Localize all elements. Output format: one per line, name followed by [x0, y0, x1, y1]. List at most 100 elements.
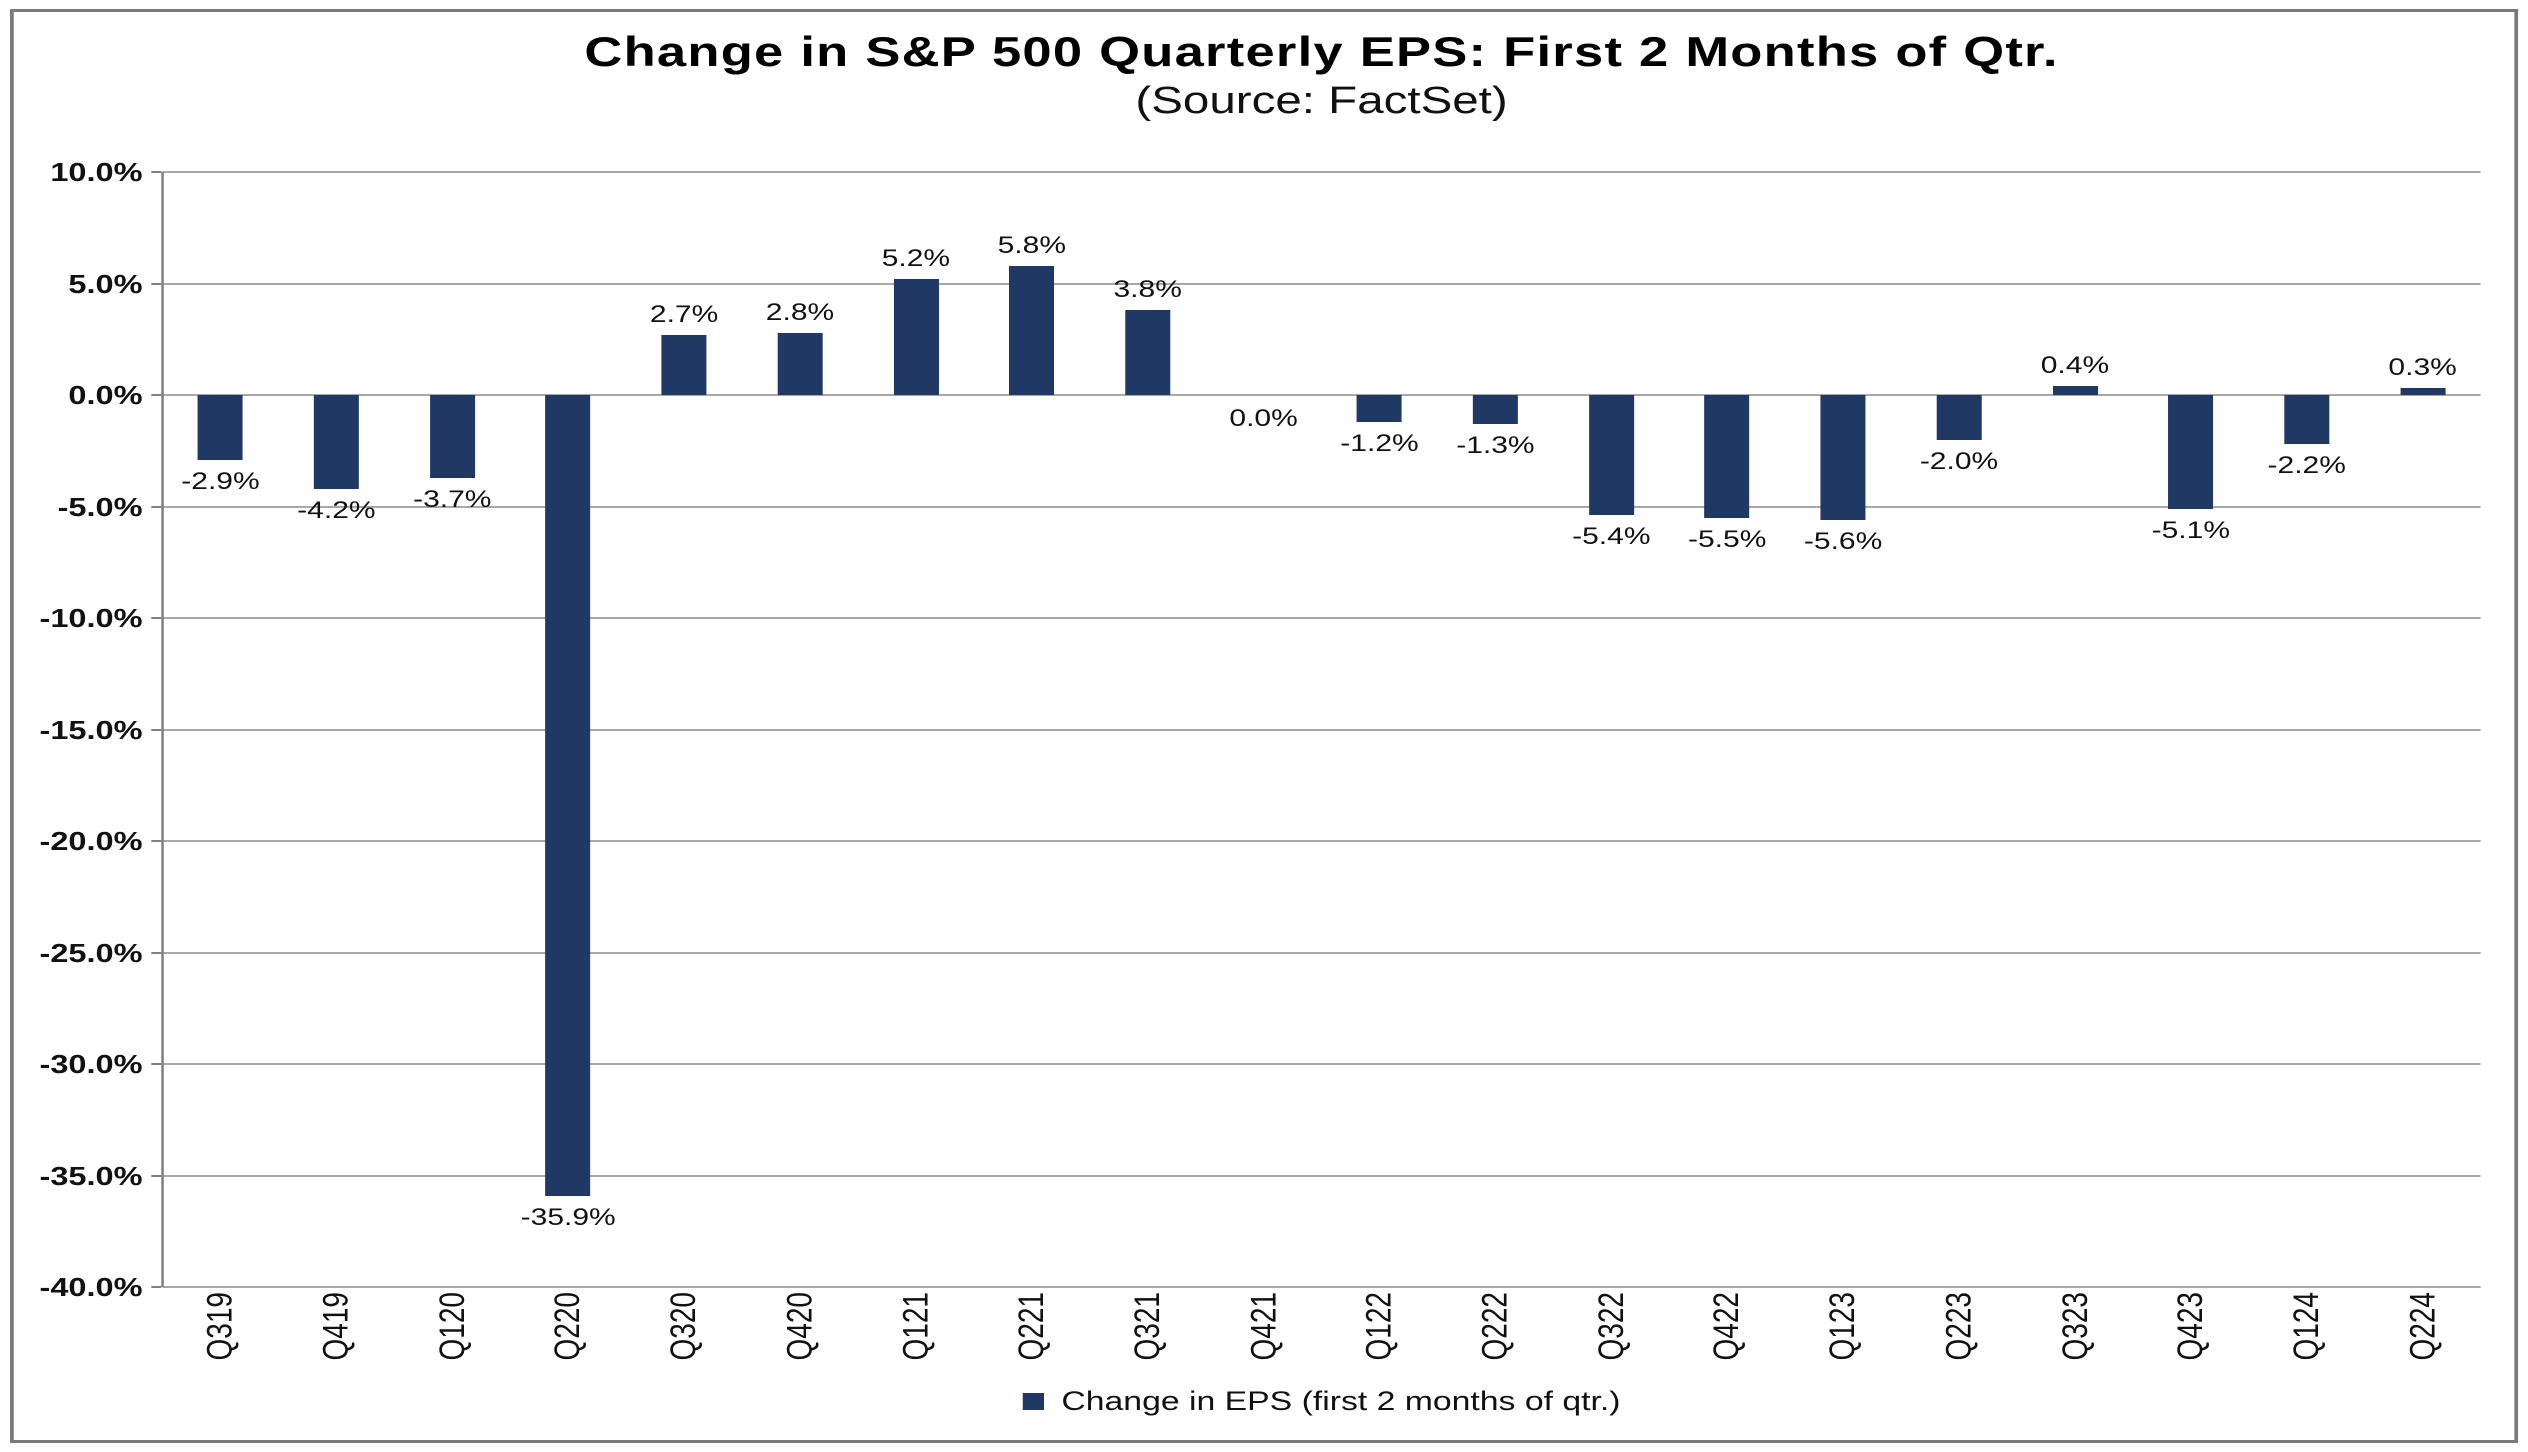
bar: [893, 279, 939, 395]
x-tick-label: Q422: [1707, 1292, 1746, 1361]
data-label: -3.7%: [413, 485, 492, 513]
data-label: -2.0%: [1919, 447, 1999, 475]
y-tick-label: -40.0%: [39, 1272, 143, 1302]
x-tick-label: Q320: [664, 1292, 703, 1361]
gridline: [162, 282, 2481, 285]
chart-subtitle: (Source: FactSet): [1135, 80, 1508, 122]
bar: [1820, 395, 1866, 520]
y-axis-tick: [151, 171, 162, 173]
y-axis-tick: [151, 840, 162, 842]
bar: [1704, 395, 1750, 518]
x-tick-label: Q323: [2054, 1292, 2094, 1361]
legend-label: Change in EPS (first 2 months of qtr.): [1061, 1386, 1621, 1416]
x-tick-label: Q224: [2402, 1292, 2442, 1361]
bar: [1588, 395, 1634, 516]
bar: [661, 334, 707, 395]
y-tick-label: -20.0%: [39, 826, 143, 856]
data-label: 0.4%: [2040, 352, 2110, 380]
gridline: [162, 1174, 2481, 1177]
x-tick-label: Q223: [1939, 1292, 1978, 1361]
bar: [1357, 395, 1403, 422]
data-label: 2.8%: [765, 298, 835, 326]
gridline: [162, 171, 2481, 173]
x-tick-label: Q420: [779, 1292, 819, 1361]
y-axis-tick: [151, 1286, 162, 1288]
gridline: [162, 505, 2481, 508]
y-tick-label: -15.0%: [39, 714, 143, 745]
data-label: -5.5%: [1688, 525, 1767, 553]
bar: [429, 395, 475, 478]
y-axis-tick: [151, 728, 162, 731]
x-tick-label: Q319: [200, 1292, 240, 1361]
data-label: -5.1%: [2151, 516, 2231, 544]
y-tick-label: 0.0%: [68, 380, 143, 410]
y-tick-label: -35.0%: [39, 1160, 143, 1191]
gridline: [162, 728, 2481, 731]
bar: [1125, 310, 1171, 395]
y-axis-tick: [151, 1174, 162, 1177]
data-label: -35.9%: [520, 1203, 616, 1231]
gridline: [162, 840, 2481, 842]
x-tick-label: Q222: [1475, 1292, 1515, 1361]
data-label: -1.2%: [1340, 429, 1419, 457]
y-axis-tick: [151, 505, 162, 508]
y-tick-label: -30.0%: [39, 1049, 143, 1079]
x-tick-label: Q322: [1591, 1292, 1631, 1361]
bar: [197, 395, 243, 460]
data-label: -2.2%: [2267, 452, 2346, 480]
data-label: 0.0%: [1229, 405, 1298, 432]
gridline: [162, 951, 2481, 954]
y-axis-tick: [151, 617, 162, 619]
y-axis-tick: [151, 1063, 162, 1065]
y-tick-label: -5.0%: [57, 491, 143, 522]
x-tick-label: Q122: [1359, 1292, 1399, 1361]
bar: [2168, 395, 2214, 509]
bar: [2052, 386, 2098, 395]
bar: [2400, 388, 2446, 395]
y-axis-tick: [151, 951, 162, 954]
y-tick-label: 5.0%: [68, 268, 143, 299]
x-tick-label: Q120: [432, 1292, 472, 1361]
y-tick-label: -25.0%: [39, 937, 143, 968]
y-axis-line: [161, 172, 164, 1287]
bar: [1936, 395, 1982, 440]
legend-marker: [1022, 1393, 1044, 1410]
x-tick-label: Q124: [2286, 1292, 2326, 1361]
data-label: -5.6%: [1803, 527, 1883, 555]
x-tick-label: Q121: [895, 1292, 935, 1361]
y-tick-label: -10.0%: [39, 603, 143, 633]
bar: [777, 332, 823, 395]
y-axis-tick: [151, 282, 162, 285]
data-label: -4.2%: [297, 496, 376, 524]
x-tick-label: Q421: [1243, 1292, 1283, 1361]
data-label: 2.7%: [649, 300, 719, 328]
bar: [545, 395, 591, 1196]
gridline: [162, 617, 2481, 619]
data-label: 0.3%: [2388, 354, 2457, 382]
data-label: -2.9%: [181, 467, 260, 495]
data-label: 3.8%: [1113, 276, 1182, 304]
gridline: [162, 394, 2481, 396]
x-tick-label: Q123: [1823, 1292, 1862, 1361]
chart-title: Change in S&P 500 Quarterly EPS: First 2…: [584, 28, 2059, 75]
data-label: -1.3%: [1456, 431, 1535, 459]
x-tick-label: Q321: [1127, 1292, 1167, 1361]
gridline: [162, 1063, 2481, 1065]
data-label: 5.2%: [881, 245, 951, 273]
x-tick-label: Q419: [316, 1292, 356, 1361]
gridline: [162, 1286, 2481, 1288]
bar: [313, 395, 359, 489]
y-axis-tick: [151, 394, 162, 396]
data-label: -5.4%: [1572, 523, 1651, 551]
x-tick-label: Q220: [548, 1292, 587, 1361]
bar: [2284, 395, 2330, 445]
bar: [1009, 265, 1055, 395]
legend: Change in EPS (first 2 months of qtr.): [163, 1386, 2481, 1417]
x-tick-label: Q221: [1011, 1292, 1051, 1361]
y-tick-label: 10.0%: [50, 157, 143, 187]
bar: [1472, 395, 1518, 424]
data-label: 5.8%: [997, 231, 1066, 259]
x-tick-label: Q423: [2170, 1292, 2210, 1361]
